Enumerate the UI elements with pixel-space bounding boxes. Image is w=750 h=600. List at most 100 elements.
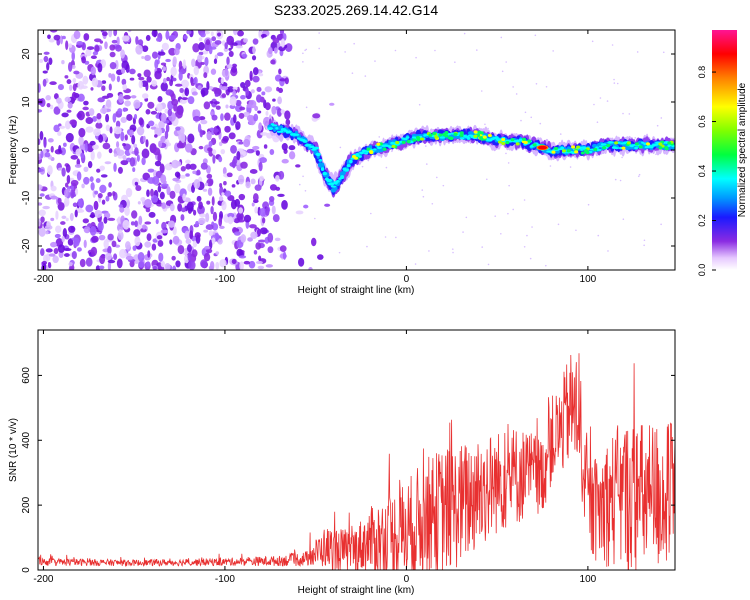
spectrogram-noise-blob xyxy=(63,248,72,252)
spectrogram-noise-blob xyxy=(109,44,116,51)
spectrogram-noise-blob xyxy=(157,153,162,162)
spectrogram-noise-blob xyxy=(217,52,224,57)
spectrogram-bright-cell xyxy=(369,150,374,155)
spectrogram-noise-blob xyxy=(162,77,167,84)
spectrogram-noise-dot xyxy=(505,61,507,63)
spectrogram-noise-blob xyxy=(67,238,74,246)
spectrogram-noise-blob xyxy=(151,51,158,59)
spectrogram-noise-blob xyxy=(77,80,84,90)
spectrogram-noise-blob xyxy=(249,168,258,174)
spectrogram-noise-blob xyxy=(231,184,236,188)
spectrogram-noise-blob xyxy=(210,31,214,37)
spectrogram-ridge-cell xyxy=(308,145,315,148)
spectrogram-noise-blob xyxy=(124,206,130,216)
spectrogram-noise-dot xyxy=(599,97,602,99)
spectrogram-bright-cell xyxy=(621,146,626,150)
spectrogram-noise-blob xyxy=(245,181,251,189)
spectrogram-noise-dot xyxy=(425,163,428,165)
spectrogram-noise-blob xyxy=(137,39,144,46)
spectrogram-noise-blob xyxy=(116,149,125,156)
spectrogram-noise-blob xyxy=(64,75,69,79)
spectrogram-noise-blob xyxy=(137,201,141,205)
spectrogram-bright-cell xyxy=(448,136,453,140)
spectrogram-noise-blob xyxy=(99,165,105,171)
spectrogram-noise-blob xyxy=(61,167,66,177)
spec-ytick-label: -10 xyxy=(21,190,32,205)
spectrogram-noise-blob xyxy=(101,95,110,99)
figure-title: S233.2025.269.14.42.G14 xyxy=(274,2,438,18)
spectrogram-noise-blob xyxy=(108,182,112,188)
spectrogram-noise-blob xyxy=(295,210,304,215)
spectrogram-noise-blob xyxy=(89,176,94,183)
spectrogram-noise-dot xyxy=(484,123,486,126)
spectrogram-bright-cell xyxy=(606,143,611,148)
spectrogram-noise-blob xyxy=(65,217,69,222)
spectrogram-noise-blob xyxy=(50,217,55,222)
spectrogram-noise-blob xyxy=(150,126,157,130)
spectrogram-noise-blob xyxy=(231,66,238,73)
spectrogram-noise-blob xyxy=(253,113,259,122)
spectrogram-noise-dot xyxy=(305,106,308,109)
spectrogram-noise-blob xyxy=(55,210,59,220)
spectrogram-bright-cell xyxy=(614,141,619,145)
spectrogram-noise-blob xyxy=(147,168,155,173)
spectrogram-noise-blob xyxy=(137,251,145,262)
spectrogram-ridge-cell xyxy=(643,142,647,146)
spectrogram-noise-blob xyxy=(185,173,190,177)
spectrogram-noise-blob xyxy=(78,136,84,146)
spectrogram-noise-blob xyxy=(138,260,145,268)
spectrogram-bright-cell xyxy=(626,141,631,145)
spectrogram-noise-blob xyxy=(248,260,256,269)
spectrogram-noise-blob xyxy=(212,154,216,164)
spectrogram-noise-blob xyxy=(93,128,101,137)
spectrogram-noise-blob xyxy=(42,205,50,210)
spectrogram-noise-blob xyxy=(132,167,136,173)
spectrogram-noise-blob xyxy=(122,84,128,91)
spectrogram-noise-blob xyxy=(63,200,69,207)
spectrogram-noise-blob xyxy=(142,135,146,143)
spectrogram-noise-blob xyxy=(165,89,174,96)
spectrogram-ridge-cell xyxy=(355,152,360,156)
spectrogram-noise-dot xyxy=(361,165,364,168)
spectrogram-noise-blob xyxy=(65,132,74,143)
spectrogram-noise-blob xyxy=(95,178,101,183)
spectrogram-bright-cell xyxy=(376,142,381,146)
spectrogram-noise-blob xyxy=(157,239,164,247)
spectrogram-noise-blob xyxy=(274,237,281,242)
spectrogram-noise-blob xyxy=(105,195,110,202)
spectrogram-noise-blob xyxy=(252,67,259,76)
spectrogram-noise-dot xyxy=(494,215,497,217)
spectrogram-noise-blob xyxy=(240,234,247,243)
spectrogram-noise-blob xyxy=(110,73,116,82)
spectrogram-noise-blob xyxy=(152,147,161,156)
spectrogram-noise-blob xyxy=(243,38,248,43)
spectrogram-noise-blob xyxy=(219,259,227,268)
spectrogram-noise-blob xyxy=(94,210,103,218)
spectrogram-noise-dot xyxy=(305,48,308,51)
spectrogram-noise-blob xyxy=(118,93,124,104)
spectrogram-noise-dot xyxy=(462,231,464,233)
spectrogram-noise-blob xyxy=(38,138,41,146)
spectrogram-noise-dot xyxy=(523,245,526,248)
spectrogram-noise-blob xyxy=(66,109,72,113)
spectrogram-ridge-cell xyxy=(411,136,417,139)
spectrogram-noise-blob xyxy=(101,199,106,205)
spectrogram-noise-blob xyxy=(85,116,94,125)
spectrogram-noise-blob xyxy=(269,184,278,191)
spectrogram-noise-blob xyxy=(278,170,285,180)
spectrogram-noise-blob xyxy=(178,60,183,70)
spectrogram-noise-blob xyxy=(245,87,250,97)
spectrogram-bright-cell xyxy=(415,136,420,140)
spectrogram-noise-dot xyxy=(524,111,527,114)
spectrogram-noise-blob xyxy=(64,188,69,198)
spectrogram-noise-blob xyxy=(187,96,195,105)
spectrogram-noise-blob xyxy=(105,124,111,132)
spectrogram-noise-blob xyxy=(168,35,177,41)
spectrogram-noise-blob xyxy=(74,163,82,168)
spectrogram-noise-blob xyxy=(218,156,223,163)
spectrogram-noise-blob xyxy=(206,173,213,179)
spectrogram-noise-dot xyxy=(431,202,434,205)
spectrogram-bright-cell xyxy=(658,142,663,146)
spectrogram-noise-blob xyxy=(57,202,65,211)
spectrogram-noise-blob xyxy=(167,108,173,117)
